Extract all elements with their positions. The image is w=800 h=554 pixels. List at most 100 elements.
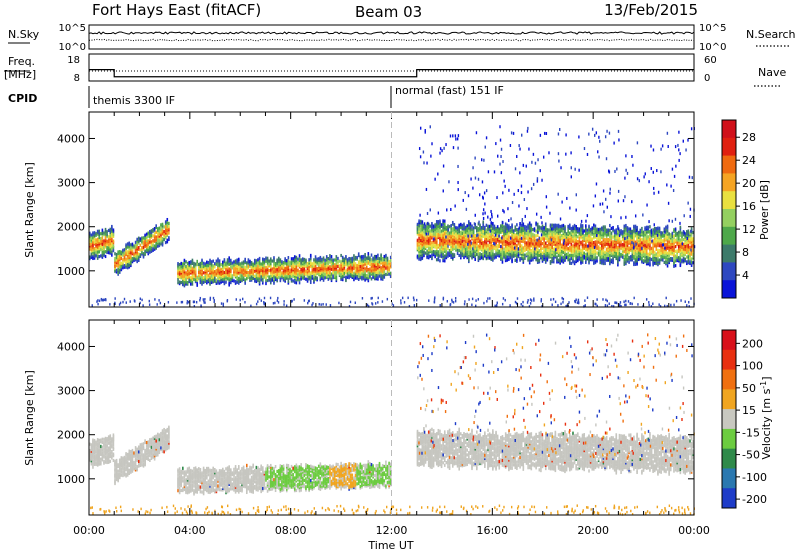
heatmap-cell	[533, 241, 536, 245]
heatmap-cell	[599, 241, 602, 246]
heatmap-cell	[535, 239, 537, 243]
heatmap-cell	[432, 243, 435, 247]
heatmap-cell	[679, 252, 682, 256]
heatmap-cell	[463, 241, 465, 245]
heatmap-cell	[327, 266, 330, 270]
heatmap-cell	[305, 264, 307, 269]
heatmap-cell	[101, 250, 104, 255]
freq-trace	[89, 69, 694, 78]
nave-tick-low: 0	[704, 73, 710, 84]
heatmap-cell	[155, 238, 157, 242]
heatmap-cell	[573, 249, 576, 253]
heatmap-cell	[560, 224, 563, 228]
heatmap-cell	[201, 276, 203, 280]
heatmap-cell	[236, 258, 238, 262]
scatter-echo	[664, 230, 666, 234]
heatmap-cell	[182, 262, 184, 266]
heatmap-cell	[269, 268, 272, 272]
heatmap-cell	[629, 239, 632, 243]
heatmap-cell	[98, 239, 101, 243]
scatter-echo	[592, 204, 595, 208]
heatmap-cell	[567, 229, 569, 233]
heatmap-cell	[343, 271, 346, 275]
heatmap-cell	[589, 251, 592, 255]
heatmap-cell	[155, 241, 157, 245]
heatmap-cell	[573, 238, 576, 242]
heatmap-cell	[273, 256, 275, 260]
heatmap-cell	[168, 231, 170, 235]
heatmap-cell	[578, 240, 581, 244]
heatmap-cell	[231, 264, 234, 268]
heatmap-cell	[359, 261, 362, 265]
heatmap-cell	[335, 258, 338, 262]
scatter-echo	[606, 205, 608, 209]
heatmap-cell	[303, 275, 306, 279]
heatmap-cell	[263, 258, 266, 262]
heatmap-cell	[459, 230, 462, 234]
heatmap-cell	[620, 240, 622, 244]
heatmap-cell	[524, 247, 526, 251]
heatmap-cell	[188, 278, 191, 282]
heatmap-cell	[373, 277, 376, 281]
heatmap-cell	[306, 262, 309, 266]
heatmap-cell	[591, 231, 594, 235]
heatmap-cell	[429, 254, 432, 258]
heatmap-cell	[228, 256, 230, 260]
heatmap-cell	[188, 272, 191, 276]
heatmap-cell	[303, 257, 306, 262]
scatter-echo	[446, 208, 448, 212]
heatmap-cell	[166, 217, 169, 222]
heatmap-cell	[357, 252, 360, 256]
heatmap-cell	[107, 246, 110, 250]
heatmap-cell	[572, 247, 574, 251]
heatmap-cell	[305, 258, 307, 262]
heatmap-cell	[612, 251, 614, 255]
heatmap-cell	[423, 223, 425, 227]
heatmap-cell	[276, 272, 278, 277]
heatmap-cell	[158, 226, 161, 230]
heatmap-cell	[676, 231, 678, 236]
heatmap-cell	[100, 244, 102, 249]
scatter-echo	[595, 131, 598, 135]
heatmap-cell	[311, 268, 314, 272]
heatmap-cell	[93, 247, 96, 251]
heatmap-cell	[644, 237, 646, 241]
scatter-echo	[650, 167, 652, 171]
heatmap-cell	[210, 260, 213, 264]
heatmap-cell	[485, 247, 488, 251]
heatmap-cell	[314, 272, 317, 276]
heatmap-cell	[552, 260, 555, 264]
heatmap-cell	[647, 230, 650, 234]
heatmap-cell	[115, 252, 118, 257]
heatmap-cell	[546, 251, 549, 256]
heatmap-cell	[565, 256, 568, 260]
heatmap-cell	[685, 260, 688, 264]
heatmap-cell	[345, 275, 347, 279]
heatmap-cell	[689, 252, 691, 256]
heatmap-cell	[524, 256, 526, 260]
heatmap-cell	[567, 242, 569, 246]
heatmap-cell	[194, 267, 197, 271]
scatter-echo	[610, 215, 612, 219]
heatmap-cell	[613, 234, 616, 238]
heatmap-cell	[634, 240, 637, 244]
heatmap-cell	[692, 254, 694, 258]
heatmap-cell	[684, 232, 686, 236]
heatmap-cell	[231, 261, 234, 265]
heatmap-cell	[568, 237, 571, 242]
heatmap-cell	[477, 244, 480, 248]
heatmap-cell	[377, 256, 379, 261]
heatmap-cell	[658, 253, 661, 257]
heatmap-cell	[228, 259, 230, 263]
heatmap-cell	[511, 258, 513, 262]
heatmap-cell	[287, 256, 290, 260]
heatmap-cell	[180, 280, 183, 285]
heatmap-cell	[426, 225, 428, 229]
heatmap-cell	[126, 250, 129, 254]
heatmap-cell	[567, 251, 569, 256]
heatmap-cell	[429, 246, 432, 251]
heatmap-cell	[204, 275, 207, 279]
heatmap-cell	[434, 250, 436, 254]
heatmap-cell	[650, 249, 653, 254]
heatmap-cell	[182, 283, 184, 287]
